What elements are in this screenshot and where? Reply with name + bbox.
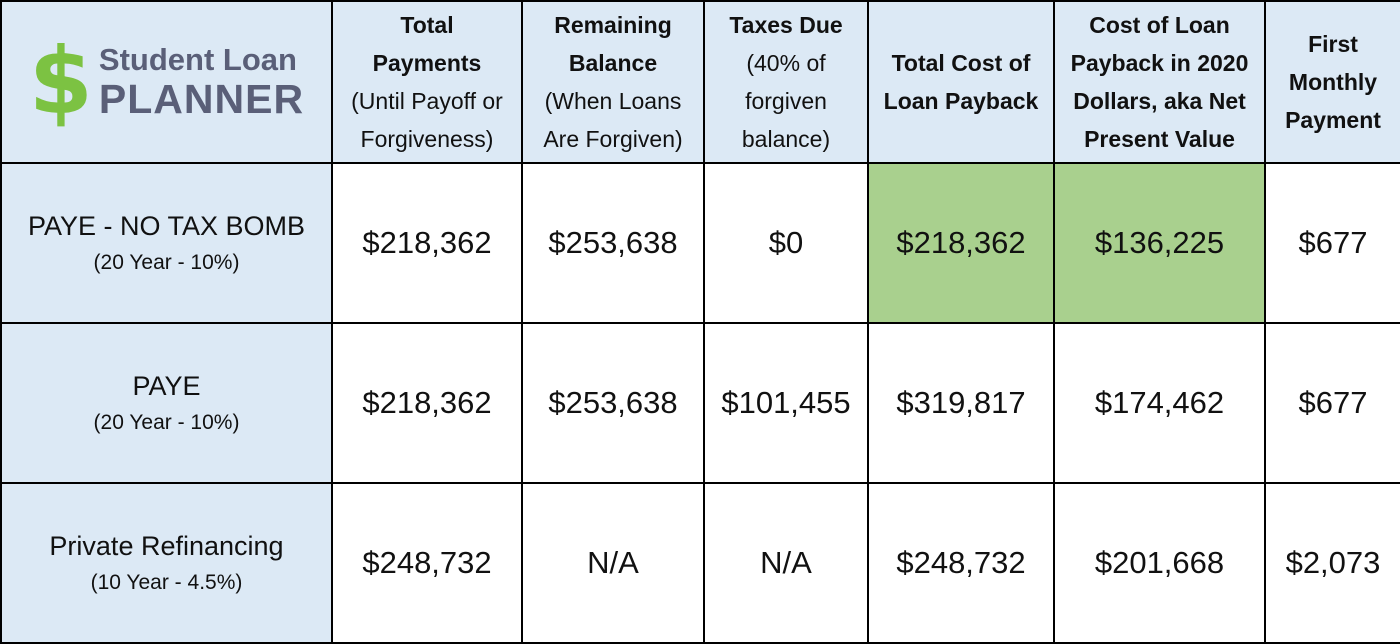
header-total-cost: Total Cost of Loan Payback: [867, 0, 1055, 164]
total-cost-value: $248,732: [867, 482, 1055, 644]
total-cost-value: $218,362: [867, 162, 1055, 324]
plan-label-cell: Private Refinancing (10 Year - 4.5%): [0, 482, 333, 644]
net-present-value: $136,225: [1053, 162, 1266, 324]
header-remaining-balance: Remaining Balance (When Loans Are Forgiv…: [521, 0, 705, 164]
first-monthly-payment-value: $2,073: [1264, 482, 1400, 644]
logo-line1: Student Loan: [98, 42, 297, 77]
total-payments-value: $218,362: [331, 162, 523, 324]
logo-line2: PLANNER: [98, 76, 305, 122]
header-first-monthly-payment: First Monthly Payment: [1264, 0, 1400, 164]
header-row: $ Student Loan PLANNER Total Payments (U…: [0, 0, 1400, 164]
net-present-value: $201,668: [1053, 482, 1266, 644]
taxes-due-value: $101,455: [703, 322, 869, 484]
first-monthly-payment-value: $677: [1264, 162, 1400, 324]
remaining-balance-value: $253,638: [521, 322, 705, 484]
plan-terms: (20 Year - 10%): [93, 411, 240, 434]
total-cost-value: $319,817: [867, 322, 1055, 484]
total-payments-value: $218,362: [331, 322, 523, 484]
header-taxes-due: Taxes Due (40% of forgiven balance): [703, 0, 869, 164]
dollar-logo-icon: $: [28, 28, 93, 135]
taxes-due-value: $0: [703, 162, 869, 324]
table-row: PAYE (20 Year - 10%) $218,362 $253,638 $…: [0, 322, 1400, 484]
plan-terms: (20 Year - 10%): [93, 251, 240, 274]
net-present-value: $174,462: [1053, 322, 1266, 484]
header-total-payments: Total Payments (Until Payoff or Forgiven…: [331, 0, 523, 164]
remaining-balance-value: N/A: [521, 482, 705, 644]
table-row: PAYE - NO TAX BOMB (20 Year - 10%) $218,…: [0, 162, 1400, 324]
student-loan-planner-logo: $ Student Loan PLANNER: [2, 2, 331, 162]
plan-label-cell: PAYE (20 Year - 10%): [0, 322, 333, 484]
header-net-present-value: Cost of Loan Payback in 2020 Dollars, ak…: [1053, 0, 1266, 164]
remaining-balance-value: $253,638: [521, 162, 705, 324]
table-row: Private Refinancing (10 Year - 4.5%) $24…: [0, 482, 1400, 644]
taxes-due-value: N/A: [703, 482, 869, 644]
logo-cell: $ Student Loan PLANNER: [0, 0, 333, 164]
plan-label-cell: PAYE - NO TAX BOMB (20 Year - 10%): [0, 162, 333, 324]
plan-name: PAYE: [132, 371, 201, 401]
first-monthly-payment-value: $677: [1264, 322, 1400, 484]
plan-name: Private Refinancing: [49, 531, 284, 561]
plan-terms: (10 Year - 4.5%): [90, 571, 243, 594]
total-payments-value: $248,732: [331, 482, 523, 644]
plan-name: PAYE - NO TAX BOMB: [27, 211, 306, 241]
